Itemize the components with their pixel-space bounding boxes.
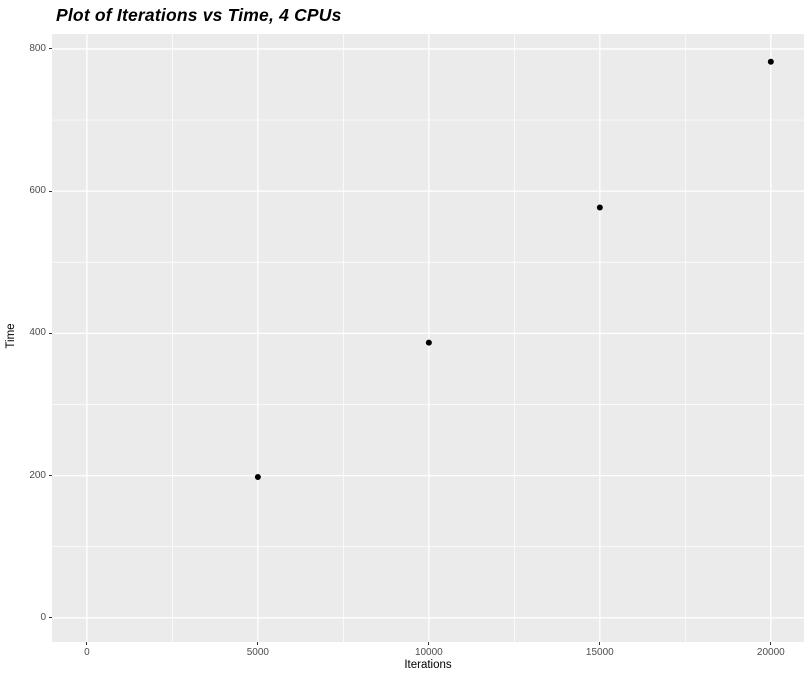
- y-tick-mark: [49, 48, 52, 50]
- y-tick-label: 800: [29, 42, 46, 54]
- data-point: [596, 204, 603, 211]
- plot-area-svg: [52, 34, 804, 642]
- x-tick-mark: [599, 642, 601, 645]
- x-tick-label: 20000: [756, 647, 785, 658]
- x-tick-label: 10000: [414, 647, 443, 658]
- x-tick-mark: [257, 642, 259, 645]
- y-tick-label: 0: [40, 611, 46, 623]
- y-tick-label: 600: [29, 185, 46, 197]
- y-tick-mark: [49, 190, 52, 192]
- x-tick-label: 15000: [585, 647, 614, 658]
- plot-panel: [52, 34, 804, 642]
- data-point: [425, 339, 432, 346]
- data-point: [254, 474, 261, 481]
- data-point: [767, 58, 774, 65]
- chart-title: Plot of Iterations vs Time, 4 CPUs: [56, 5, 342, 25]
- y-tick-label: 400: [29, 327, 46, 339]
- y-tick-mark: [49, 475, 52, 477]
- x-tick-label: 5000: [246, 647, 269, 658]
- y-tick-mark: [49, 332, 52, 334]
- y-tick-label: 200: [29, 469, 46, 481]
- x-tick-mark: [428, 642, 430, 645]
- x-axis-title: Iterations: [404, 659, 452, 671]
- y-tick-mark: [49, 617, 52, 619]
- x-tick-mark: [770, 642, 772, 645]
- x-tick-label: 0: [84, 647, 90, 658]
- y-axis-title: Time: [5, 323, 17, 349]
- x-tick-mark: [86, 642, 88, 645]
